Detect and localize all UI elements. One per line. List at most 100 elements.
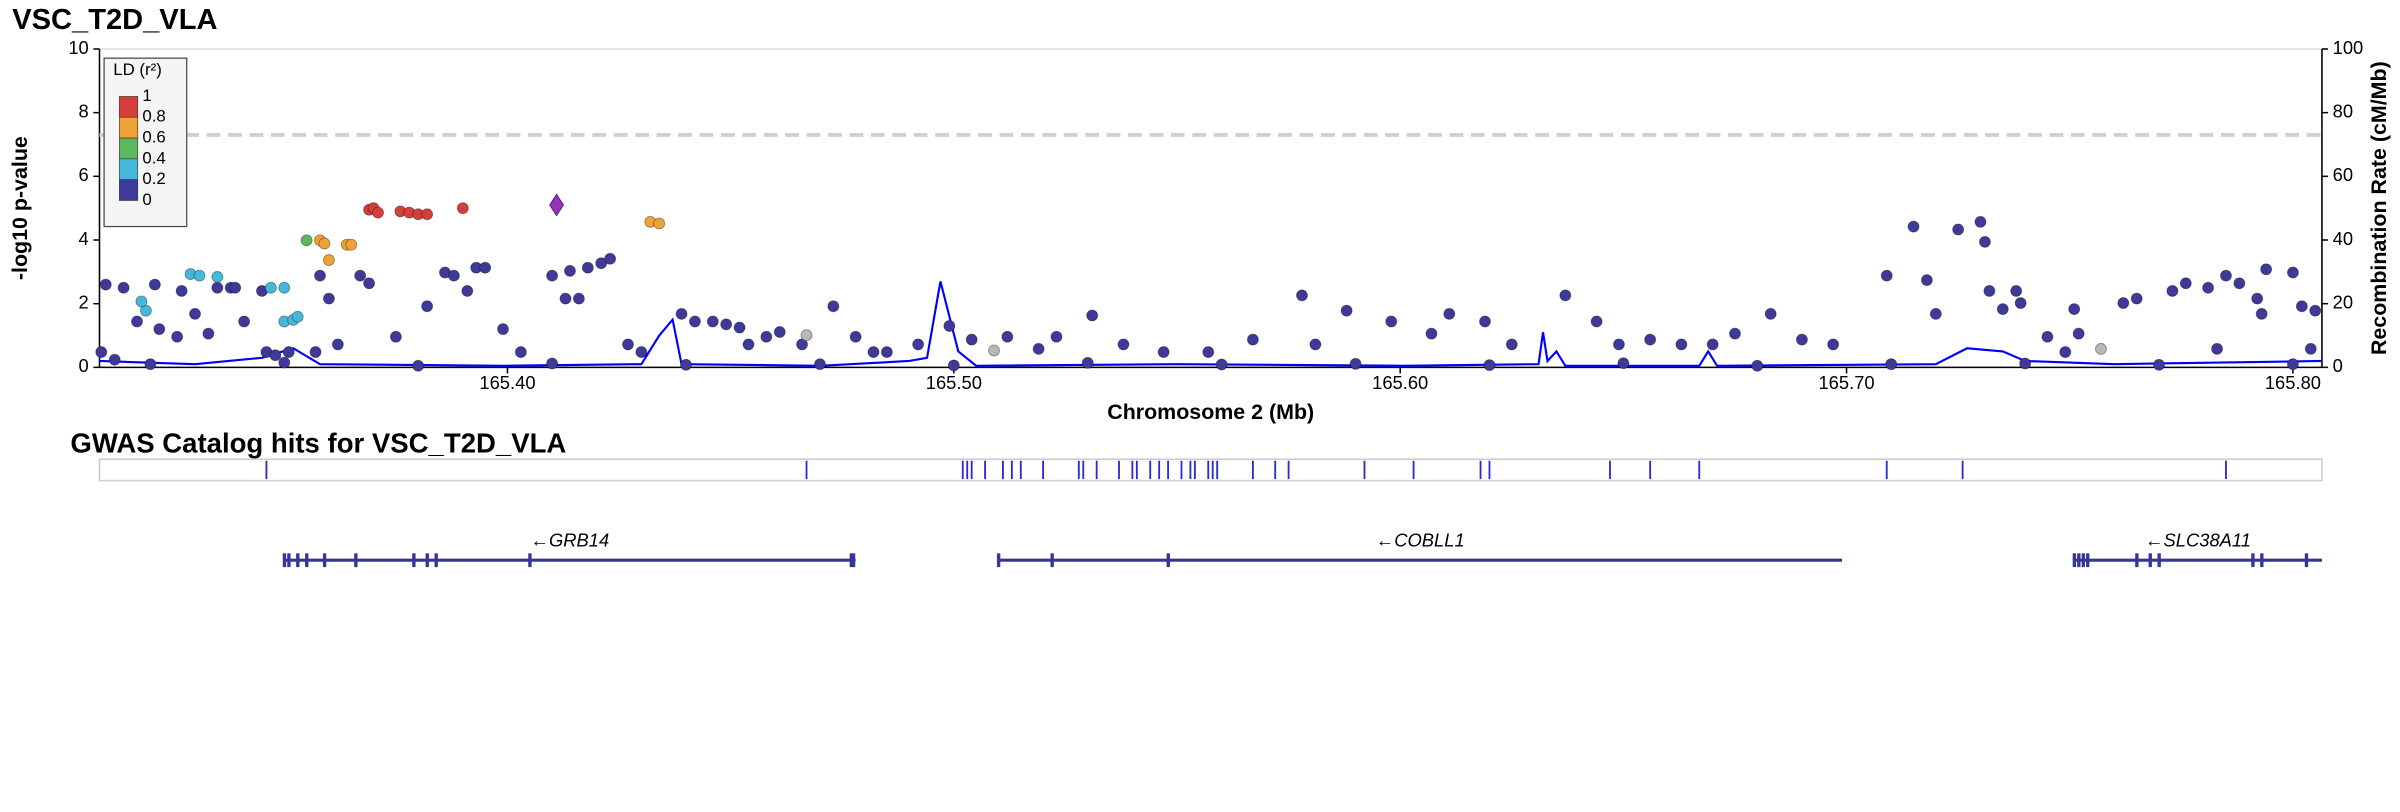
y2-axis-label: Recombination Rate (cM/Mb) [2367, 61, 2391, 355]
snp-point [1425, 327, 1438, 340]
legend-title: LD (r²) [113, 60, 162, 79]
snp-point [1795, 333, 1808, 346]
snp-point [943, 319, 956, 332]
snp-point [363, 277, 376, 290]
snp-point [1215, 358, 1228, 371]
snp-point [99, 278, 112, 291]
y2-tick-label: 80 [2333, 101, 2353, 122]
legend-swatch [119, 96, 139, 118]
gene-exon [851, 553, 856, 568]
snp-point [282, 346, 295, 359]
snp-point [148, 278, 161, 291]
snp-point [2304, 342, 2317, 355]
snp-point [322, 254, 335, 267]
snp-point [1885, 358, 1898, 371]
y-tick-label: 2 [79, 292, 89, 313]
x-axis-label: Chromosome 2 (Mb) [1107, 400, 1314, 424]
snp-point [278, 281, 291, 294]
legend-label: 0.2 [142, 169, 165, 188]
snp-point [849, 330, 862, 343]
snp-point [1086, 309, 1099, 322]
snp-point [309, 346, 322, 359]
snp-point [1296, 289, 1308, 302]
snp-point [1385, 315, 1398, 328]
snp-point [2072, 327, 2085, 340]
snp-point [189, 307, 201, 320]
snp-point [546, 357, 559, 370]
snp-point [1001, 330, 1014, 343]
snp-point [1983, 284, 1996, 297]
gene-exon [2135, 553, 2139, 568]
snp-point [193, 269, 206, 282]
snp-point [2286, 266, 2299, 279]
snp-point [479, 261, 492, 274]
snp-point [581, 261, 594, 274]
gene-exon [354, 553, 358, 568]
snp-point [135, 295, 148, 308]
y2-tick-label: 0 [2333, 355, 2343, 376]
snp-point [1483, 359, 1496, 372]
legend-label: 1 [142, 86, 151, 105]
gene-exon [434, 553, 438, 568]
y-tick-label: 4 [79, 228, 89, 249]
snp-point [2059, 346, 2072, 359]
chart-title: VSC_T2D_VLA [12, 4, 217, 36]
gene-exon [322, 553, 327, 568]
snp-point [1974, 215, 1987, 228]
snp-point [153, 323, 166, 336]
snp-point [2309, 304, 2322, 317]
snp-point [2117, 297, 2130, 310]
snp-point [2014, 297, 2027, 310]
snp-point [773, 326, 786, 338]
snp-point [653, 217, 666, 230]
legend-label: 0.8 [142, 107, 165, 126]
y-tick-label: 10 [68, 37, 88, 58]
snp-point [2295, 300, 2308, 313]
snp-point [1996, 303, 2009, 316]
y-tick-label: 0 [79, 355, 89, 376]
snp-point [796, 338, 809, 351]
y2-tick-label: 40 [2333, 228, 2353, 249]
snp-point [1050, 330, 1063, 343]
x-tick-label: 165.60 [1372, 372, 1428, 393]
snp-point [144, 358, 157, 371]
snp-point [635, 346, 648, 359]
snp-point [1349, 357, 1362, 370]
snp-point [1978, 235, 1991, 248]
legend-swatch [119, 179, 139, 201]
snp-point [2153, 358, 2165, 371]
snp-point [456, 202, 469, 215]
snp-point [131, 315, 143, 328]
legend-label: 0.6 [142, 128, 165, 147]
snp-point [421, 300, 434, 313]
y-tick-label: 8 [79, 101, 89, 122]
snp-point [269, 349, 282, 362]
snp-point [1612, 338, 1625, 351]
snp-point [372, 206, 384, 219]
snp-point [720, 318, 733, 331]
snp-point [680, 358, 692, 371]
snp-point [1764, 307, 1777, 320]
snp-point [965, 333, 978, 346]
plot-frame [98, 48, 2323, 369]
snp-point [604, 252, 617, 265]
x-tick-label: 165.40 [479, 372, 535, 393]
snp-point [622, 338, 634, 351]
gene-label: ←SLC38A11 [2145, 530, 2251, 551]
snp-point [988, 344, 1000, 357]
gene-exon [305, 553, 309, 568]
snp-point [827, 300, 840, 313]
gene-exon [425, 553, 429, 568]
gene-exon [2260, 553, 2264, 568]
legend-swatch [119, 158, 139, 181]
snp-point [1157, 346, 1170, 359]
snp-point [389, 330, 402, 343]
snp-point [2202, 281, 2215, 294]
snp-point [800, 329, 813, 342]
snp-point [880, 346, 893, 359]
x-tick-label: 165.50 [926, 372, 982, 393]
snp-point [1505, 338, 1518, 351]
snp-point [211, 281, 224, 294]
snp-point [572, 292, 585, 305]
